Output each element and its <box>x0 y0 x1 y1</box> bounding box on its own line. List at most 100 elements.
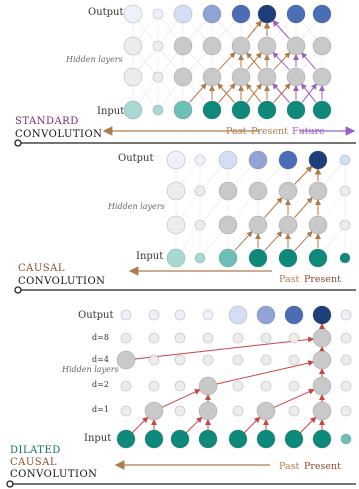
dilated-hidden-node-d4 <box>312 350 332 370</box>
standard-input-node <box>286 100 306 120</box>
dilation-label-1: d=1 <box>92 405 109 414</box>
dilated-timeline-start <box>6 480 14 488</box>
dilated-output-node <box>120 309 132 321</box>
dilated-input-node <box>256 429 276 449</box>
causal-input-label: Input <box>136 251 163 262</box>
standard-arrow <box>189 83 207 103</box>
dilated-nodes <box>116 305 352 449</box>
panel-dilated: Output d=8 d=4 Hidden layers d=2 d=1 Inp… <box>6 305 356 488</box>
causal-hidden-node <box>248 215 268 235</box>
dilated-hidden-node-d2 <box>288 380 300 392</box>
dilated-hidden-node-d8 <box>312 328 332 348</box>
standard-arrow <box>247 52 262 70</box>
dilated-arrow <box>161 389 201 408</box>
standard-hidden-node <box>173 36 193 56</box>
standard-hidden-node <box>257 67 277 87</box>
dilated-hidden-node-d1 <box>198 401 218 421</box>
dilated-hidden-node-d8 <box>174 332 186 344</box>
dilated-title-line2: CAUSAL <box>10 457 57 468</box>
causal-arrow <box>294 230 313 251</box>
dilated-title-line3: CONVOLUTION <box>10 469 97 480</box>
standard-arrow <box>272 19 290 39</box>
standard-arrow <box>218 51 236 71</box>
causal-hidden-node <box>194 185 206 197</box>
dilated-hidden-node-d1 <box>340 405 352 417</box>
standard-hidden-node <box>257 36 277 56</box>
standard-present-label: Present <box>251 126 288 137</box>
dilation-label-2: d=2 <box>92 380 109 389</box>
dilated-output-node <box>174 309 186 321</box>
panel-causal: Output Hidden layers Input CAUSAL CONVOL… <box>14 150 356 294</box>
causal-output-label: Output <box>118 153 154 164</box>
standard-arrow <box>301 52 316 70</box>
causal-hidden-node <box>278 215 298 235</box>
standard-hidden-node <box>123 67 143 87</box>
dilated-hidden-node-d2 <box>232 380 244 392</box>
dilated-output-node <box>148 309 160 321</box>
standard-output-node <box>312 4 332 24</box>
causal-arrow <box>294 196 313 218</box>
standard-title-line2: CONVOLUTION <box>15 129 102 140</box>
dilated-hidden-node-d1 <box>144 401 164 421</box>
standard-connections <box>132 13 325 111</box>
causal-input-node <box>339 252 351 264</box>
dilated-hidden-node-d1 <box>256 401 276 421</box>
standard-hidden-node <box>231 36 251 56</box>
dilated-output-node <box>340 309 352 321</box>
causal-output-node <box>278 150 298 170</box>
standard-hidden-node <box>202 36 222 56</box>
causal-input-node <box>308 248 328 268</box>
standard-output-node <box>173 4 193 24</box>
causal-timeline-start <box>14 286 22 294</box>
dilated-hidden-node-d2 <box>312 376 332 396</box>
dilated-input-node <box>198 429 218 449</box>
dilated-hidden-node-d2 <box>148 380 160 392</box>
dilated-output-node <box>284 305 304 325</box>
causal-hidden-node <box>339 219 351 231</box>
causal-hidden-node <box>166 181 186 201</box>
standard-hidden-label: Hidden layers <box>65 55 123 64</box>
causal-output-node <box>194 154 206 166</box>
standard-hidden-node <box>152 40 164 52</box>
dilated-hidden-node-d2 <box>260 380 272 392</box>
dilated-hidden-node-d8 <box>148 332 160 344</box>
standard-hidden-node <box>202 67 222 87</box>
dilated-arrow <box>134 336 315 360</box>
dilated-input-node <box>228 429 248 449</box>
standard-hidden-node <box>173 67 193 87</box>
standard-arrow <box>273 51 291 71</box>
standard-arrow <box>246 83 263 103</box>
dilated-hidden-node-d1 <box>232 405 244 417</box>
dilated-output-node <box>312 305 332 325</box>
causal-arrow <box>264 196 283 218</box>
causal-output-node <box>166 150 186 170</box>
causal-output-node <box>339 154 351 166</box>
causal-past-label: Past <box>279 274 300 285</box>
standard-input-node <box>231 100 251 120</box>
dilated-arrow <box>300 416 317 433</box>
standard-arrow <box>273 83 291 103</box>
causal-hidden-node <box>339 185 351 197</box>
causal-title-line2: CONVOLUTION <box>18 276 105 287</box>
dilated-hidden-label: Hidden layers <box>61 365 119 374</box>
dilated-hidden-node-d2 <box>120 380 132 392</box>
standard-output-label: Output <box>88 7 124 18</box>
dilation-label-8: d=8 <box>92 333 109 342</box>
causal-input-node <box>166 248 186 268</box>
dilated-hidden-node-d1 <box>288 405 300 417</box>
causal-input-node <box>218 248 238 268</box>
dilation-label-4: d=4 <box>92 355 109 364</box>
causal-hidden-node <box>218 215 238 235</box>
dilated-input-node <box>340 433 352 445</box>
causal-output-node <box>308 150 328 170</box>
standard-output-node <box>257 4 277 24</box>
dilated-hidden-node-d4 <box>116 350 136 370</box>
causal-title-line1: CAUSAL <box>18 263 65 274</box>
dilated-hidden-node-d8 <box>288 332 300 344</box>
standard-arrow <box>218 83 236 103</box>
dilated-output-node <box>256 305 276 325</box>
standard-arrow <box>301 83 318 103</box>
dilated-hidden-node-d2 <box>340 380 352 392</box>
dilated-hidden-node-d4 <box>202 354 214 366</box>
